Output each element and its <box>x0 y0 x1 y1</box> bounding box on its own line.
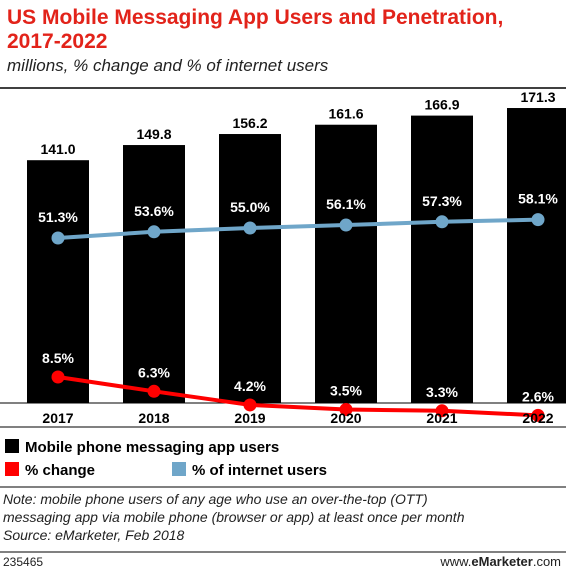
chart-title-line-2: 2017-2022 <box>7 30 107 53</box>
x-tick-2021: 2021 <box>426 410 457 426</box>
pct-change-point-2021 <box>435 404 449 418</box>
brand-name: eMarketer <box>471 554 532 569</box>
plot-area: 141.0 149.8 156.2 161.6 166.9 171.3 51.3% 53.6%… <box>0 89 566 426</box>
pct-change-label-2022: 2.6% <box>522 388 554 404</box>
bar-2022 <box>507 108 566 404</box>
bar-label-2018: 149.8 <box>136 126 171 142</box>
internet-penetration-point-2021 <box>435 215 449 229</box>
bar-2017 <box>27 160 89 403</box>
internet-penetration-label-2021: 57.3% <box>422 193 462 209</box>
x-tick-2019: 2019 <box>234 410 265 426</box>
bar-2020 <box>315 124 377 404</box>
bar-label-2021: 166.9 <box>424 97 459 113</box>
internet-penetration-label-2018: 53.6% <box>134 203 174 219</box>
legend-label-internet-penetration: % of internet users <box>192 462 327 479</box>
internet-penetration-label-2022: 58.1% <box>518 191 558 207</box>
legend-swatch-internet-penetration <box>172 462 186 476</box>
internet-penetration-point-2017 <box>51 231 65 245</box>
pct-change-line <box>57 375 539 418</box>
legend: Mobile phone messaging app users % change… <box>5 439 327 479</box>
pct-change-point-2017 <box>51 370 65 384</box>
brand-text: www.eMarketer.com <box>439 554 561 569</box>
bar-label-2017: 141.0 <box>40 141 75 157</box>
pct-change-label-2021: 3.3% <box>426 384 458 400</box>
pct-change-label-2019: 4.2% <box>234 378 266 394</box>
internet-penetration-point-2018 <box>147 225 161 239</box>
pct-change-point-2018 <box>147 384 161 398</box>
internet-penetration-point-2022 <box>531 213 545 227</box>
brand-suffix: .com <box>533 554 561 569</box>
pct-change-point-2022 <box>531 408 545 422</box>
chart-subtitle: millions, % change and % of internet use… <box>7 56 329 75</box>
internet-penetration-label-2017: 51.3% <box>38 209 78 225</box>
pct-change-point-2020 <box>339 403 353 416</box>
legend-swatch-pct-change <box>5 462 19 476</box>
note-line-2: messaging app via mobile phone (browser … <box>3 509 465 525</box>
internet-penetration-label-2020: 56.1% <box>326 196 366 212</box>
bar-label-2019: 156.2 <box>232 115 267 131</box>
legend-label-pct-change: % change <box>25 462 95 479</box>
pct-change-label-2018: 6.3% <box>138 364 170 380</box>
pct-change-label-2017: 8.5% <box>42 350 74 366</box>
legend-swatch-users <box>5 439 19 453</box>
chart-id: 235465 <box>3 555 43 569</box>
bar-label-2020: 161.6 <box>328 106 363 122</box>
pct-change-point-2019 <box>243 398 257 412</box>
source-text: Source: eMarketer, Feb 2018 <box>3 527 185 543</box>
bar-2018 <box>123 145 185 403</box>
x-tick-2018: 2018 <box>138 410 169 426</box>
internet-penetration-line <box>57 217 539 240</box>
x-tick-2022: 2022 <box>522 410 553 426</box>
brand-prefix: www. <box>439 554 471 569</box>
note-line-1: Note: mobile phone users of any age who … <box>3 491 428 507</box>
x-tick-2020: 2020 <box>330 410 361 426</box>
bar-label-2022: 171.3 <box>520 89 555 105</box>
legend-label-users: Mobile phone messaging app users <box>25 439 279 456</box>
internet-penetration-point-2020 <box>339 218 353 232</box>
internet-penetration-label-2019: 55.0% <box>230 199 270 215</box>
pct-change-label-2020: 3.5% <box>330 383 362 399</box>
bar-2021 <box>411 115 473 403</box>
internet-penetration-point-2019 <box>243 221 257 235</box>
chart-title-line-1: US Mobile Messaging App Users and Penetr… <box>7 6 503 29</box>
x-tick-2017: 2017 <box>42 410 73 426</box>
bar-2019 <box>219 134 281 403</box>
